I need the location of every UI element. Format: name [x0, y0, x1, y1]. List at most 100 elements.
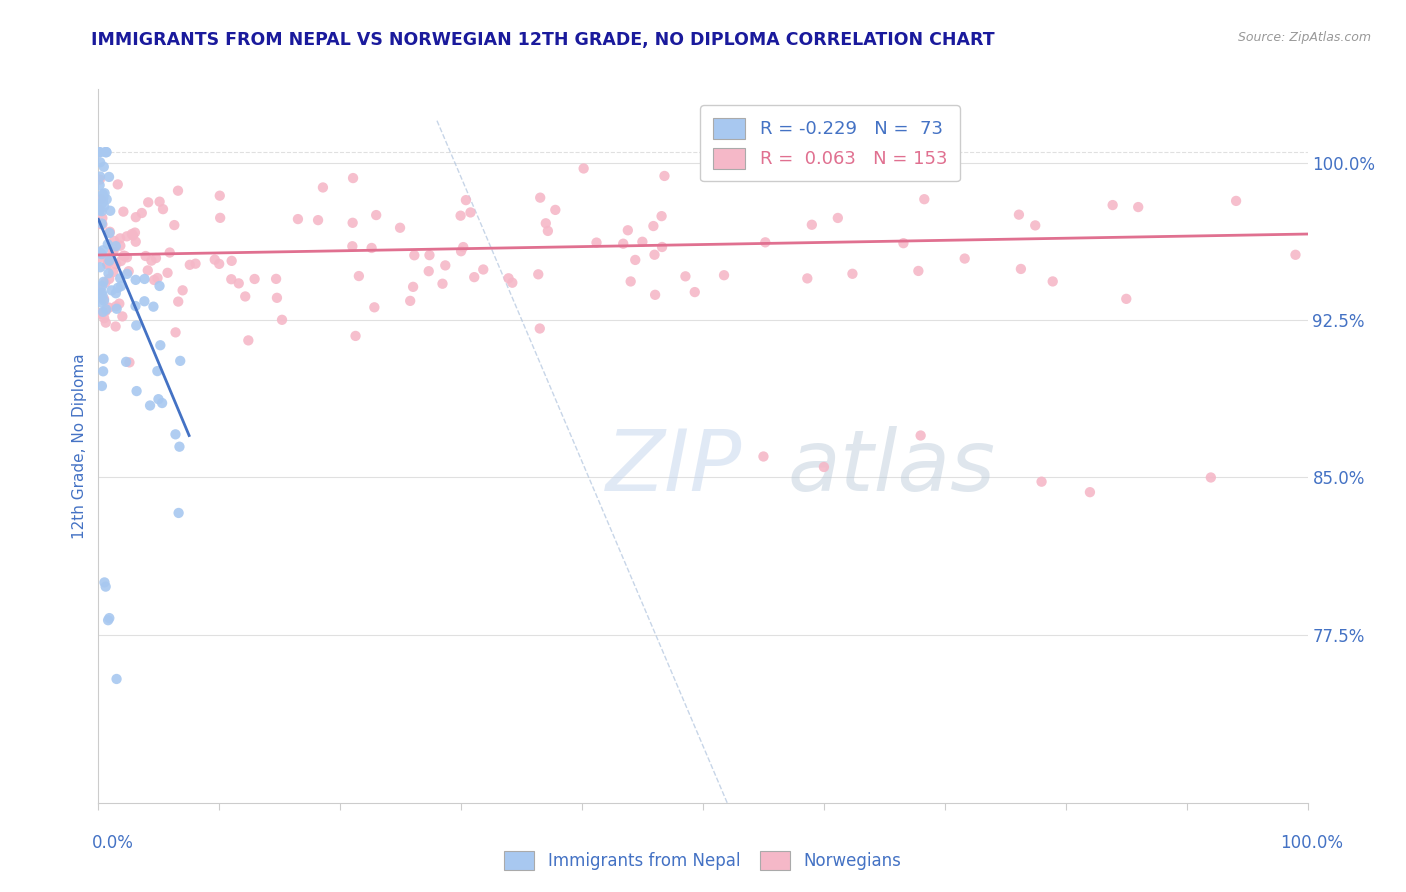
- Point: [460, 205, 482, 219]
- Point: [501, 276, 523, 290]
- Point: [146, 271, 169, 285]
- Point: [91, 187, 114, 202]
- Point: [89, 203, 111, 218]
- Point: [141, 253, 163, 268]
- Point: [89, 260, 111, 275]
- Point: [498, 271, 520, 285]
- Point: [463, 270, 485, 285]
- Point: [912, 192, 935, 206]
- Point: [159, 245, 181, 260]
- Legend: Immigrants from Nepal, Norwegians: Immigrants from Nepal, Norwegians: [498, 844, 908, 877]
- Point: [651, 240, 673, 254]
- Point: [93, 575, 115, 590]
- Point: [131, 206, 153, 220]
- Point: [167, 184, 190, 198]
- Point: [152, 202, 174, 216]
- Point: [124, 273, 146, 287]
- Point: [135, 249, 157, 263]
- Point: [163, 218, 186, 232]
- Point: [169, 440, 191, 454]
- Point: [228, 277, 250, 291]
- Point: [90, 285, 112, 300]
- Point: [94, 145, 117, 160]
- Point: [910, 428, 932, 442]
- Point: [103, 234, 125, 248]
- Point: [165, 326, 187, 340]
- Point: [91, 218, 114, 232]
- Text: atlas: atlas: [787, 425, 995, 509]
- Point: [169, 354, 191, 368]
- Point: [572, 161, 595, 176]
- Point: [89, 245, 111, 260]
- Point: [953, 252, 976, 266]
- Point: [434, 259, 457, 273]
- Point: [184, 257, 207, 271]
- Point: [98, 272, 121, 286]
- Point: [115, 229, 138, 244]
- Point: [271, 313, 294, 327]
- Point: [105, 257, 128, 271]
- Point: [1225, 194, 1247, 208]
- Point: [100, 283, 122, 297]
- Point: [94, 316, 117, 330]
- Point: [472, 262, 495, 277]
- Point: [93, 160, 115, 174]
- Point: [675, 269, 697, 284]
- Point: [101, 244, 124, 259]
- Point: [89, 172, 111, 186]
- Point: [93, 199, 115, 213]
- Point: [136, 263, 159, 277]
- Point: [287, 212, 309, 227]
- Point: [172, 283, 194, 297]
- Point: [264, 272, 287, 286]
- Point: [907, 264, 929, 278]
- Point: [93, 311, 115, 326]
- Point: [118, 264, 141, 278]
- Point: [363, 301, 385, 315]
- Point: [124, 226, 146, 240]
- Point: [89, 155, 111, 169]
- Point: [94, 580, 117, 594]
- Point: [91, 279, 114, 293]
- Point: [800, 218, 823, 232]
- Point: [114, 249, 136, 263]
- Point: [90, 197, 112, 211]
- Point: [134, 272, 156, 286]
- Point: [208, 188, 231, 202]
- Point: [108, 271, 131, 285]
- Point: [111, 310, 134, 324]
- Point: [97, 266, 120, 280]
- Point: [122, 228, 145, 243]
- Point: [98, 225, 121, 239]
- Point: [142, 300, 165, 314]
- Point: [134, 294, 156, 309]
- Point: [98, 169, 121, 184]
- Text: Source: ZipAtlas.com: Source: ZipAtlas.com: [1237, 31, 1371, 45]
- Legend: R = -0.229   N =  73, R =  0.063   N = 153: R = -0.229 N = 73, R = 0.063 N = 153: [700, 105, 960, 181]
- Point: [103, 265, 125, 279]
- Y-axis label: 12th Grade, No Diploma: 12th Grade, No Diploma: [72, 353, 87, 539]
- Point: [585, 235, 607, 250]
- Point: [654, 169, 676, 183]
- Point: [451, 240, 474, 254]
- Point: [89, 202, 111, 217]
- Point: [204, 252, 226, 267]
- Point: [266, 291, 288, 305]
- Point: [112, 204, 135, 219]
- Point: [108, 231, 131, 245]
- Point: [143, 273, 166, 287]
- Point: [389, 220, 412, 235]
- Point: [209, 211, 232, 225]
- Point: [90, 196, 112, 211]
- Point: [98, 253, 121, 268]
- Point: [342, 171, 364, 186]
- Point: [612, 236, 634, 251]
- Point: [221, 253, 243, 268]
- Point: [307, 213, 329, 227]
- Point: [124, 299, 146, 313]
- Point: [91, 194, 114, 209]
- Point: [1128, 200, 1150, 214]
- Point: [110, 279, 132, 293]
- Point: [110, 254, 132, 268]
- Point: [643, 219, 665, 233]
